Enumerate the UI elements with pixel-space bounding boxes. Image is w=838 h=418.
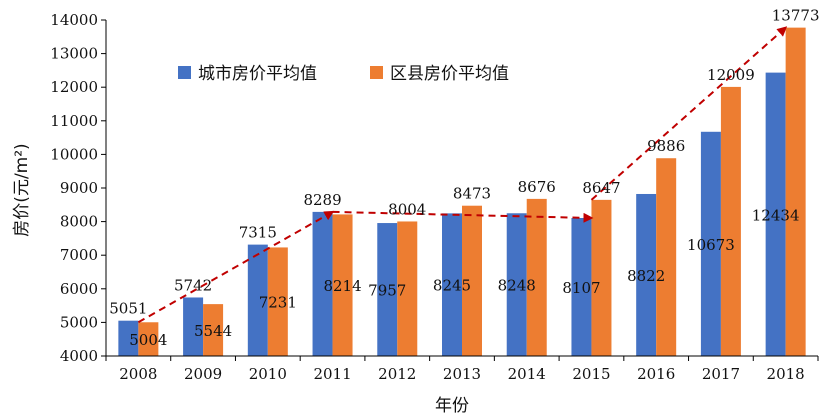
bar-city-2018 [765,72,786,356]
data-label-city-2015: 8107 [562,279,600,297]
x-tick-label: 2014 [508,365,546,383]
trend-layer [137,26,788,324]
y-tick-label: 4000 [60,347,98,365]
legend: 城市房价平均值 区县房价平均值 [178,64,509,84]
data-label-county-2013: 8473 [453,185,491,203]
y-tick-label: 9000 [60,179,98,197]
bar-city-2011 [312,211,333,356]
bars-layer [118,27,806,357]
data-label-city-2016: 8822 [627,267,665,285]
data-label-county-2012: 8004 [388,200,426,218]
bar-county-2012 [397,221,418,356]
data-label-city-2014: 8248 [498,277,536,295]
y-tick-label: 13000 [50,45,98,63]
data-label-county-2008: 5004 [129,331,167,349]
x-tick-label: 2016 [637,365,675,383]
data-label-county-2018: 13773 [772,7,820,25]
legend-label-city: 城市房价平均值 [198,64,317,84]
bar-city-2009 [183,297,204,356]
legend-swatch-city [178,66,191,79]
bar-city-2008 [118,320,139,356]
bar-city-2012 [377,223,398,356]
y-tick-label: 6000 [60,280,98,298]
y-tick-label: 11000 [50,112,98,130]
data-label-city-2012: 7957 [368,282,406,300]
data-label-county-2010: 7231 [259,294,297,312]
y-tick-label: 12000 [50,78,98,96]
bar-city-2014 [506,213,527,356]
axes-layer: 4000 5000 6000 7000 8000 9000 10000 11000 12000 1… [50,11,819,383]
bar-city-2015 [571,218,592,356]
data-label-county-2014: 8676 [518,178,556,196]
bar-county-2010 [267,247,288,356]
bar-county-2018 [785,27,806,357]
x-tick-label: 2012 [378,365,416,383]
data-label-county-2011: 8214 [323,277,361,295]
x-tick-label: 2017 [702,365,740,383]
bar-city-2017 [700,131,721,356]
data-labels-layer: 5051 5004 5742 5544 7315 7231 8289 8214 7957 8004… [109,7,819,350]
x-tick-label: 2018 [767,365,805,383]
x-tick-label: 2011 [313,365,351,383]
y-tick-label: 7000 [60,246,98,264]
x-tick-label: 2013 [443,365,481,383]
data-label-county-2016: 9886 [647,137,685,155]
trend-arrow-1 [137,210,335,324]
data-label-city-2018: 12434 [752,206,800,224]
bar-county-2016 [656,158,677,356]
data-label-city-2017: 10673 [687,236,735,254]
y-tick-label: 8000 [60,213,98,231]
x-tick-label: 2009 [184,365,222,383]
data-label-county-2009: 5544 [194,322,232,340]
data-label-city-2013: 8245 [433,277,471,295]
legend-label-county: 区县房价平均值 [390,64,509,84]
bar-city-2013 [442,213,462,356]
data-label-city-2009: 5742 [174,276,212,294]
y-tick-label: 5000 [60,313,98,331]
bar-county-2013 [462,205,482,356]
trend-arrow-3 [590,26,788,201]
bar-county-2014 [526,198,547,356]
x-tick-label: 2008 [119,365,157,383]
bar-city-2010 [247,244,268,356]
bar-city-2016 [636,193,657,356]
bar-county-2008 [138,322,159,356]
data-label-county-2015: 8647 [582,179,620,197]
x-tick-label: 2015 [572,365,610,383]
y-axis-title: 房价(元/m²) [12,143,32,236]
x-axis-title: 年份 [435,396,469,416]
bar-county-2011 [332,214,353,356]
data-label-city-2011: 8289 [303,191,341,209]
bar-county-2009 [203,304,224,356]
y-tick-label: 10000 [50,145,98,163]
bar-county-2017 [720,86,741,357]
y-tick-label: 14000 [50,11,98,29]
data-label-county-2017: 12009 [707,66,755,84]
data-label-city-2008: 5051 [109,300,147,318]
x-tick-label: 2010 [249,365,287,383]
bar-county-2015 [591,199,612,356]
legend-swatch-county [370,66,383,79]
data-label-city-2010: 7315 [239,224,277,242]
